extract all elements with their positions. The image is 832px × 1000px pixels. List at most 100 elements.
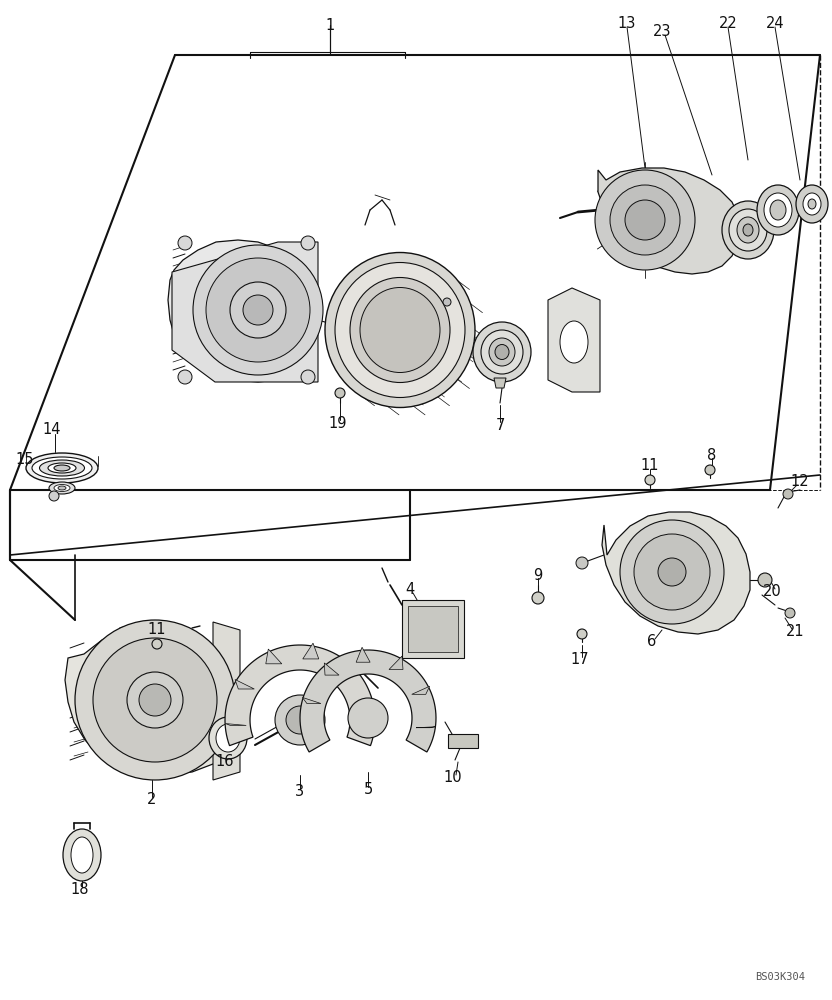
Circle shape	[658, 558, 686, 586]
Text: 22: 22	[719, 15, 737, 30]
Polygon shape	[336, 664, 353, 676]
Circle shape	[206, 258, 310, 362]
Polygon shape	[602, 512, 750, 634]
Polygon shape	[225, 645, 375, 746]
Ellipse shape	[360, 288, 440, 372]
Ellipse shape	[737, 217, 759, 243]
Circle shape	[634, 534, 710, 610]
Circle shape	[532, 592, 544, 604]
Circle shape	[286, 706, 314, 734]
Ellipse shape	[216, 724, 240, 752]
Ellipse shape	[808, 199, 816, 209]
Text: 10: 10	[443, 770, 463, 786]
Ellipse shape	[39, 460, 85, 476]
Ellipse shape	[335, 262, 465, 397]
Polygon shape	[389, 656, 403, 670]
Text: 17: 17	[571, 652, 589, 668]
Ellipse shape	[350, 277, 450, 382]
Circle shape	[49, 491, 59, 501]
Text: 2: 2	[147, 792, 156, 808]
Ellipse shape	[325, 252, 475, 408]
Polygon shape	[356, 647, 370, 662]
Text: 16: 16	[215, 754, 235, 770]
Ellipse shape	[757, 185, 799, 235]
Ellipse shape	[54, 485, 70, 491]
Circle shape	[783, 489, 793, 499]
Polygon shape	[302, 697, 321, 704]
Bar	[448, 734, 478, 748]
Circle shape	[645, 475, 655, 485]
Polygon shape	[303, 643, 319, 659]
Polygon shape	[324, 663, 339, 675]
Text: 19: 19	[329, 416, 347, 430]
Circle shape	[230, 282, 286, 338]
Polygon shape	[598, 168, 740, 274]
Circle shape	[333, 321, 341, 329]
Polygon shape	[300, 650, 436, 752]
Text: 24: 24	[765, 15, 785, 30]
Text: 3: 3	[295, 784, 305, 800]
Ellipse shape	[49, 482, 75, 494]
Text: 23: 23	[653, 24, 671, 39]
Ellipse shape	[495, 344, 509, 360]
Bar	[408, 606, 458, 652]
Circle shape	[705, 465, 715, 475]
Circle shape	[443, 298, 451, 306]
Circle shape	[127, 672, 183, 728]
Ellipse shape	[481, 330, 523, 374]
Text: 12: 12	[790, 475, 810, 489]
Polygon shape	[65, 626, 242, 774]
Circle shape	[178, 236, 192, 250]
Text: 21: 21	[785, 624, 805, 640]
Text: 5: 5	[364, 782, 373, 798]
Text: 15: 15	[16, 452, 34, 468]
Polygon shape	[265, 649, 282, 664]
Ellipse shape	[473, 322, 531, 382]
Ellipse shape	[209, 717, 247, 759]
Polygon shape	[412, 686, 429, 694]
Ellipse shape	[32, 457, 92, 479]
Text: 14: 14	[42, 422, 62, 438]
Circle shape	[335, 388, 345, 398]
Circle shape	[139, 684, 171, 716]
Circle shape	[193, 245, 323, 375]
Polygon shape	[213, 622, 240, 780]
Circle shape	[576, 557, 588, 569]
Ellipse shape	[489, 338, 515, 366]
Polygon shape	[225, 724, 246, 725]
Polygon shape	[353, 704, 374, 709]
Ellipse shape	[71, 837, 93, 873]
Ellipse shape	[743, 224, 753, 236]
Polygon shape	[548, 288, 600, 392]
Circle shape	[595, 170, 695, 270]
Ellipse shape	[803, 193, 821, 215]
Circle shape	[620, 520, 724, 624]
Circle shape	[625, 200, 665, 240]
Circle shape	[275, 695, 325, 745]
Circle shape	[243, 295, 273, 325]
Text: 20: 20	[763, 584, 781, 599]
Circle shape	[152, 639, 162, 649]
Circle shape	[75, 620, 235, 780]
Ellipse shape	[722, 201, 774, 259]
Text: 1: 1	[325, 17, 334, 32]
Ellipse shape	[54, 465, 70, 471]
Ellipse shape	[26, 453, 98, 483]
Circle shape	[301, 370, 315, 384]
Ellipse shape	[58, 486, 66, 490]
Ellipse shape	[770, 200, 786, 220]
Circle shape	[301, 236, 315, 250]
Polygon shape	[168, 240, 318, 382]
Circle shape	[758, 573, 772, 587]
Ellipse shape	[729, 209, 767, 251]
Text: 6: 6	[647, 635, 656, 650]
Text: 11: 11	[148, 622, 166, 638]
Circle shape	[93, 638, 217, 762]
Text: 9: 9	[533, 568, 542, 582]
Text: 4: 4	[405, 582, 414, 597]
Text: 7: 7	[495, 418, 505, 432]
Text: 11: 11	[641, 458, 659, 474]
Text: 18: 18	[71, 882, 89, 898]
Polygon shape	[494, 378, 506, 388]
Circle shape	[348, 698, 388, 738]
